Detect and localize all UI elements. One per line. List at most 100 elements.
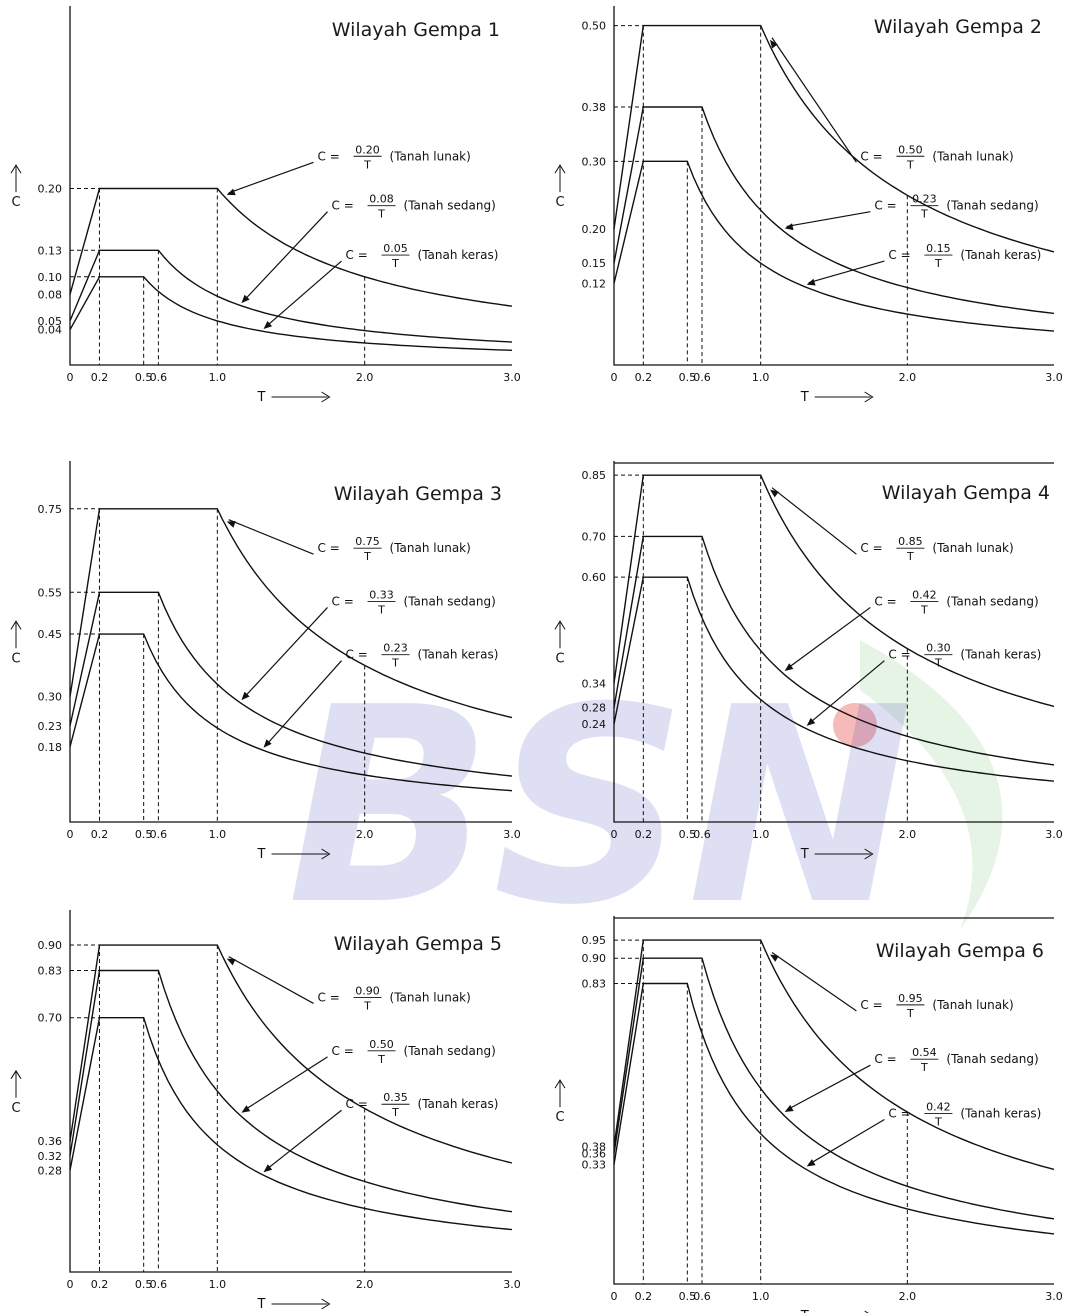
x-tick-label: 0.2 — [635, 371, 653, 384]
annotation-soil-type: (Tanah lunak) — [390, 990, 471, 1004]
y-tick-label: 0.15 — [582, 257, 607, 270]
annotation-arrowhead — [241, 691, 250, 701]
x-tick-label: 0 — [611, 371, 618, 384]
x-tick-label: 2.0 — [899, 371, 917, 384]
x-tick-label: 3.0 — [503, 828, 521, 841]
y-tick-label: 0.30 — [582, 155, 607, 168]
annotation-denominator: T — [377, 603, 385, 616]
annotation-leader-arrow — [228, 161, 314, 194]
x-tick-label: 0.6 — [150, 1278, 168, 1291]
chart-panel-5: Wilayah Gempa 5 0 0.2 0.50.6 1.0 2.0 3.0 0.90 0.… — [10, 910, 521, 1312]
chart-title: Wilayah Gempa 4 — [882, 482, 1050, 504]
x-tick-label: 1.0 — [209, 371, 227, 384]
x-tick-label: 3.0 — [1045, 371, 1063, 384]
annotation-numerator: 0.15 — [926, 242, 951, 255]
annotation-numerator: 0.95 — [898, 992, 923, 1005]
x-tick-label: 0.2 — [91, 371, 109, 384]
annotation-soil-type: (Tanah keras) — [418, 248, 499, 262]
x-axis-label: T — [800, 390, 809, 405]
annotation-denominator: T — [920, 208, 928, 221]
annotation-arrowhead — [770, 39, 778, 49]
watermark-dot — [833, 703, 877, 747]
chart-axes — [613, 6, 1054, 366]
y-tick-label: 0.36 — [582, 1148, 607, 1161]
annotation-arrowhead — [226, 958, 236, 966]
x-tick-label: 0 — [67, 371, 74, 384]
response-curve-tanah-keras — [69, 1017, 513, 1231]
x-axis-label: T — [800, 1309, 809, 1313]
y-tick-label: 0.24 — [582, 718, 607, 731]
x-axis-arrowhead — [321, 1298, 331, 1310]
annotation-numerator: 0.23 — [383, 642, 408, 655]
x-axis-arrowhead — [864, 391, 874, 403]
response-curve-tanah-keras — [613, 982, 1055, 1235]
y-axis-label: C — [11, 1101, 20, 1116]
watermark-text: BSN — [287, 649, 913, 964]
y-tick-label: 0.28 — [582, 702, 607, 715]
annotation-soil-type: (Tanah lunak) — [932, 149, 1013, 163]
chart-title: Wilayah Gempa 1 — [332, 19, 500, 41]
annotation-numerator: 0.54 — [912, 1046, 937, 1059]
chart-title: Wilayah Gempa 6 — [876, 940, 1044, 962]
x-axis-arrowhead — [864, 848, 874, 860]
x-tick-label: 0.5 — [135, 1278, 153, 1291]
annotation-arrowhead — [784, 223, 794, 231]
y-tick-label: 0.20 — [582, 223, 607, 236]
y-tick-label: 0.75 — [38, 503, 63, 516]
response-curve-tanah-keras — [613, 576, 1055, 782]
y-tick-label: 0.12 — [582, 278, 607, 291]
annotation-c-prefix: C = — [860, 149, 882, 163]
annotation-denominator: T — [934, 257, 942, 270]
annotation-leader-arrow — [786, 211, 871, 228]
annotation-denominator: T — [363, 999, 371, 1012]
x-tick-label: 0.2 — [91, 828, 109, 841]
annotation-soil-type: (Tanah sedang) — [404, 199, 496, 213]
chart-panel-2: Wilayah Gempa 2 0 0.2 0.50.6 1.0 2.0 3.0 0.50 0.… — [554, 6, 1063, 405]
annotation-soil-type: (Tanah keras) — [960, 248, 1041, 262]
x-tick-label: 1.0 — [752, 1290, 770, 1303]
annotation-c-prefix: C = — [346, 248, 368, 262]
annotation-c-prefix: C = — [874, 1052, 896, 1066]
annotation-denominator: T — [934, 1115, 942, 1128]
y-axis-label: C — [555, 1110, 564, 1125]
annotation-soil-type: (Tanah sedang) — [946, 199, 1038, 213]
annotation-arrowhead — [241, 294, 250, 304]
annotation-arrowhead — [784, 1104, 794, 1113]
annotation-leader-arrow — [786, 606, 871, 670]
response-curve-tanah-lunak — [69, 944, 513, 1164]
annotation-arrowhead — [770, 954, 779, 962]
chart-axes — [69, 910, 512, 1273]
response-curve-tanah-sedang — [69, 969, 513, 1213]
annotation-numerator: 0.33 — [369, 588, 394, 601]
x-tick-label: 1.0 — [209, 828, 227, 841]
annotation-denominator: T — [391, 657, 399, 670]
chart-title: Wilayah Gempa 5 — [334, 933, 502, 955]
annotation-denominator: T — [906, 550, 914, 563]
annotation-arrowhead — [806, 717, 816, 726]
annotation-soil-type: (Tanah keras) — [960, 1106, 1041, 1120]
watermark-swoosh — [860, 640, 1003, 930]
annotation-arrowhead — [226, 188, 236, 196]
annotation-denominator: T — [391, 1106, 399, 1119]
x-tick-label: 2.0 — [356, 1278, 374, 1291]
annotation-c-prefix: C = — [346, 648, 368, 662]
annotation-soil-type: (Tanah keras) — [418, 1097, 499, 1111]
annotation-numerator: 0.20 — [355, 143, 380, 156]
chart-axes — [613, 916, 1054, 1285]
annotation-numerator: 0.42 — [926, 1100, 951, 1113]
annotation-denominator: T — [906, 1007, 914, 1020]
annotation-c-prefix: C = — [318, 541, 340, 555]
x-tick-label: 0.2 — [91, 1278, 109, 1291]
x-axis-arrowhead — [321, 391, 331, 403]
x-tick-label: 2.0 — [899, 828, 917, 841]
y-axis-arrowhead — [10, 164, 22, 174]
annotation-leader-arrow — [808, 1118, 885, 1165]
annotation-numerator: 0.35 — [383, 1091, 408, 1104]
annotation-numerator: 0.75 — [355, 535, 380, 548]
annotation-numerator: 0.42 — [912, 588, 937, 601]
annotation-leader-arrow — [242, 607, 328, 699]
x-tick-label: 0 — [67, 1278, 74, 1291]
x-tick-label: 0.5 — [679, 1290, 697, 1303]
x-tick-label: 2.0 — [356, 828, 374, 841]
y-axis-label: C — [555, 195, 564, 210]
